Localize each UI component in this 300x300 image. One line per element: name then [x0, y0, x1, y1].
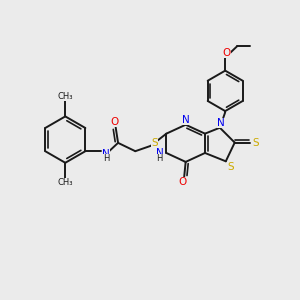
- Text: O: O: [110, 117, 118, 127]
- Text: S: S: [227, 162, 234, 172]
- Text: CH₃: CH₃: [58, 178, 73, 187]
- Text: S: S: [151, 139, 158, 148]
- Text: N: N: [182, 115, 190, 125]
- Text: O: O: [178, 177, 187, 187]
- Text: O: O: [222, 48, 230, 59]
- Text: N: N: [102, 148, 110, 159]
- Text: CH₃: CH₃: [58, 92, 73, 101]
- Text: N: N: [218, 118, 225, 128]
- Text: H: H: [103, 154, 110, 163]
- Text: N: N: [156, 148, 164, 158]
- Text: H: H: [157, 154, 163, 163]
- Text: S: S: [252, 138, 259, 148]
